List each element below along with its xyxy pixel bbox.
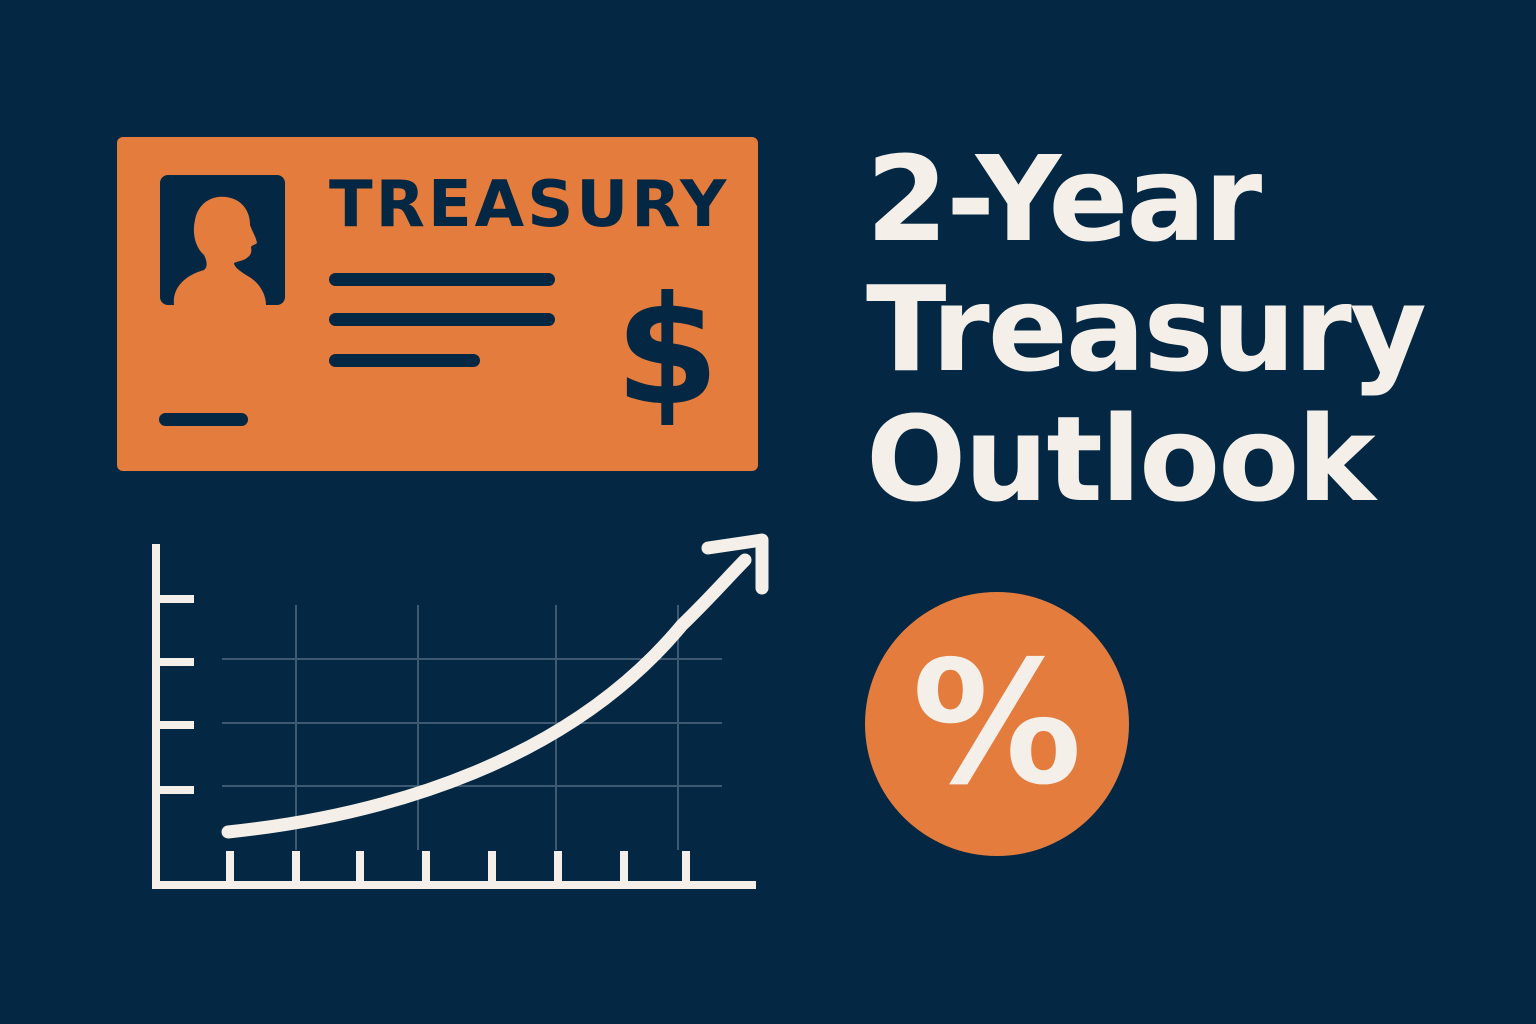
headline: 2-Year Treasury Outlook	[866, 134, 1506, 524]
card-text-line	[329, 313, 555, 326]
up-arrow-icon	[701, 533, 769, 595]
chart-grid	[222, 605, 722, 850]
dollar-sign-icon: $	[615, 265, 720, 439]
card-text-line	[329, 273, 555, 286]
rising-line-chart-icon	[152, 533, 769, 889]
headline-line-1: 2-Year	[866, 130, 1262, 268]
portrait-icon	[160, 175, 285, 305]
percent-icon: %	[911, 625, 1083, 823]
chart-axes	[152, 544, 756, 889]
card-text-line	[329, 354, 480, 367]
headline-line-3: Outlook	[866, 390, 1376, 528]
headline-line-2: Treasury	[866, 260, 1427, 398]
trend-line	[221, 553, 752, 839]
percent-badge: %	[865, 592, 1129, 856]
card-signature-line	[159, 413, 248, 426]
treasury-card: TREASURY $	[117, 137, 758, 471]
card-title: TREASURY	[329, 168, 730, 242]
